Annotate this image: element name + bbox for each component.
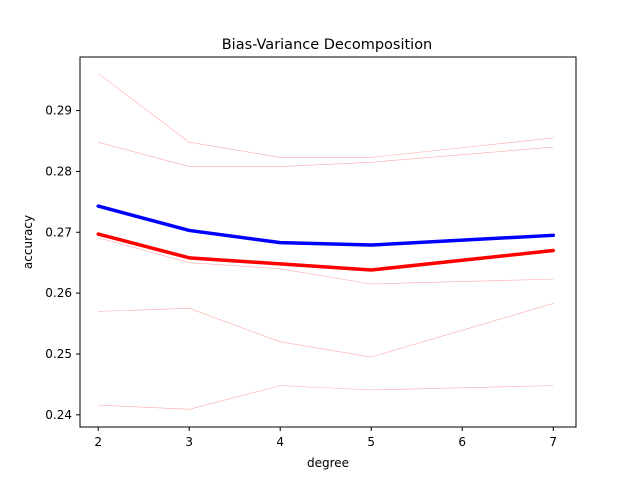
series-line-2 (97, 237, 554, 285)
plot-background (80, 57, 576, 427)
series-line-0 (97, 73, 554, 158)
chart-title: Bias-Variance Decomposition (222, 37, 433, 53)
series-line-5 (96, 232, 555, 272)
y-tick-label: 0.26 (45, 286, 72, 300)
x-tick-label: 5 (367, 435, 375, 449)
y-tick-label: 0.29 (45, 104, 72, 118)
series-line-6 (96, 204, 555, 247)
y-tick-label: 0.27 (45, 225, 72, 239)
series-layer (96, 73, 555, 410)
plot-frame (79, 56, 577, 428)
x-tick-label: 2 (94, 435, 102, 449)
x-axis: 2 3 4 5 6 7 (94, 427, 557, 449)
y-axis-label: accuracy (21, 215, 35, 269)
y-tick-label: 0.28 (45, 164, 72, 178)
series-line-4 (97, 385, 554, 410)
x-tick-label: 3 (185, 435, 193, 449)
y-tick-label: 0.25 (45, 347, 72, 361)
x-tick-label: 4 (276, 435, 284, 449)
series-line-1 (97, 141, 554, 167)
y-axis: 0.24 0.25 0.26 0.27 0.28 0.29 (45, 104, 80, 422)
x-tick-label: 7 (549, 435, 557, 449)
x-axis-label: degree (307, 456, 349, 470)
plot-area (79, 56, 577, 428)
x-tick-label: 6 (458, 435, 466, 449)
y-tick-label: 0.24 (45, 408, 72, 422)
series-line-3 (97, 303, 554, 358)
